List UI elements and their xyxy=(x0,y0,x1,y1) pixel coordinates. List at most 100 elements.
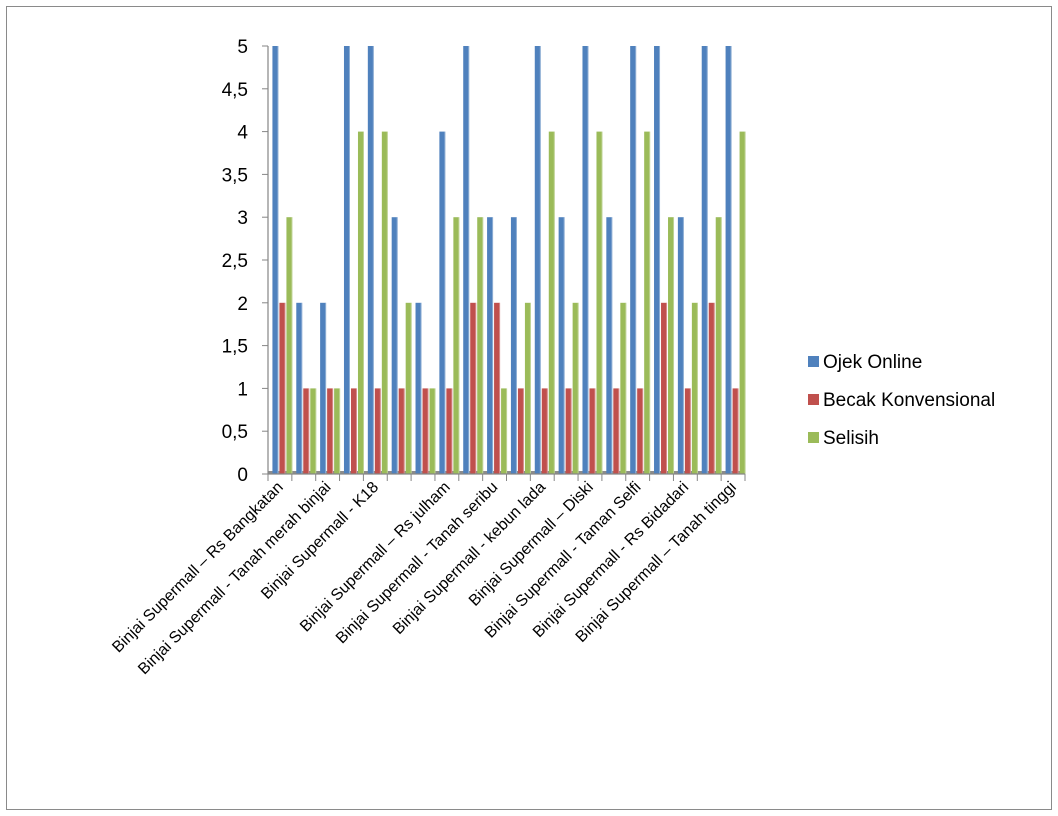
legend-label: Becak Konvensional xyxy=(823,390,995,411)
bar-selisih xyxy=(405,302,412,474)
bar-highlight xyxy=(348,46,350,474)
bar-ojek-online xyxy=(606,217,613,474)
bar-highlight xyxy=(563,217,565,474)
bar-ojek-online xyxy=(701,46,708,474)
bar-becak-konvensional xyxy=(303,388,310,474)
bar-ojek-online xyxy=(367,46,374,474)
bar-becak-konvensional xyxy=(517,388,524,474)
bar-highlight xyxy=(659,46,661,474)
bar-becak-konvensional xyxy=(637,388,644,474)
bar-highlight xyxy=(291,217,293,474)
bar-becak-konvensional xyxy=(350,388,357,474)
y-tick-label: 0 xyxy=(237,465,248,486)
bar-highlight xyxy=(720,217,722,474)
bar-selisih xyxy=(453,217,460,474)
bar-highlight xyxy=(618,388,620,474)
bar-highlight xyxy=(713,302,715,474)
bar-selisih xyxy=(572,302,579,474)
bar-highlight xyxy=(730,46,732,474)
bar-highlight xyxy=(744,131,746,474)
bar-selisih xyxy=(668,217,675,474)
x-category-label: Binjai Supermall – Rs Bangkatan xyxy=(109,479,286,656)
bar-highlight xyxy=(499,302,501,474)
bar-ojek-online xyxy=(654,46,661,474)
bar-highlight xyxy=(625,302,627,474)
bar-highlight xyxy=(577,302,579,474)
y-tick-label: 5 xyxy=(237,37,248,58)
bar-highlight xyxy=(308,388,310,474)
bar-highlight xyxy=(458,217,460,474)
bar-selisih xyxy=(310,388,317,474)
bar-highlight xyxy=(475,302,477,474)
bar-becak-konvensional xyxy=(398,388,405,474)
bar-highlight xyxy=(396,217,398,474)
bar-highlight xyxy=(325,302,327,474)
bar-highlight xyxy=(696,302,698,474)
bar-highlight xyxy=(673,217,675,474)
bar-highlight xyxy=(737,388,739,474)
bar-selisih xyxy=(620,302,627,474)
bar-highlight xyxy=(410,302,412,474)
bar-highlight xyxy=(434,388,436,474)
bar-ojek-online xyxy=(439,131,446,474)
y-tick-label: 3 xyxy=(237,208,248,229)
bar-highlight xyxy=(587,46,589,474)
bar-highlight xyxy=(642,388,644,474)
bar-highlight xyxy=(522,388,524,474)
bar-becak-konvensional xyxy=(589,388,596,474)
bar-becak-konvensional xyxy=(565,388,572,474)
bar-ojek-online xyxy=(320,302,327,474)
bar-highlight xyxy=(277,46,279,474)
bar-selisih xyxy=(524,302,531,474)
bar-highlight xyxy=(649,131,651,474)
bar-highlight xyxy=(451,388,453,474)
y-tick-label: 1,5 xyxy=(222,337,248,358)
bar-ojek-online xyxy=(272,46,279,474)
legend-swatch xyxy=(808,356,819,367)
bar-selisih xyxy=(334,388,341,474)
bar-highlight xyxy=(386,131,388,474)
y-tick-label: 2 xyxy=(237,294,248,315)
y-tick-label: 0,5 xyxy=(222,422,248,443)
bar-highlight xyxy=(689,388,691,474)
bar-highlight xyxy=(682,217,684,474)
bar-becak-konvensional xyxy=(446,388,453,474)
bar-highlight xyxy=(372,46,374,474)
bar-becak-konvensional xyxy=(279,302,286,474)
bar-becak-konvensional xyxy=(327,388,334,474)
bar-selisih xyxy=(715,217,722,474)
bar-selisih xyxy=(357,131,364,474)
bar-selisih xyxy=(477,217,484,474)
bar-ojek-online xyxy=(534,46,541,474)
bar-highlight xyxy=(570,388,572,474)
bar-highlight xyxy=(420,302,422,474)
bar-ojek-online xyxy=(463,46,470,474)
bar-highlight xyxy=(444,131,446,474)
bar-becak-konvensional xyxy=(613,388,620,474)
bar-ojek-online xyxy=(343,46,350,474)
bar-selisih xyxy=(644,131,651,474)
bar-highlight xyxy=(515,217,517,474)
y-tick-label: 3,5 xyxy=(222,165,248,186)
bar-highlight xyxy=(362,131,364,474)
bar-becak-konvensional xyxy=(374,388,381,474)
bar-highlight xyxy=(539,46,541,474)
bar-ojek-online xyxy=(296,302,303,474)
bar-ojek-online xyxy=(487,217,494,474)
legend-label: Selisih xyxy=(823,428,879,449)
y-tick-label: 1 xyxy=(237,379,248,400)
bar-ojek-online xyxy=(677,217,684,474)
bar-highlight xyxy=(403,388,405,474)
bar-highlight xyxy=(546,388,548,474)
bar-becak-konvensional xyxy=(541,388,548,474)
bar-selisih xyxy=(739,131,746,474)
bar-selisih xyxy=(429,388,436,474)
bar-ojek-online xyxy=(582,46,589,474)
bar-highlight xyxy=(666,302,668,474)
bar-highlight xyxy=(315,388,317,474)
bar-selisih xyxy=(381,131,388,474)
y-tick-label: 2,5 xyxy=(222,251,248,272)
bar-highlight xyxy=(427,388,429,474)
bar-highlight xyxy=(339,388,341,474)
